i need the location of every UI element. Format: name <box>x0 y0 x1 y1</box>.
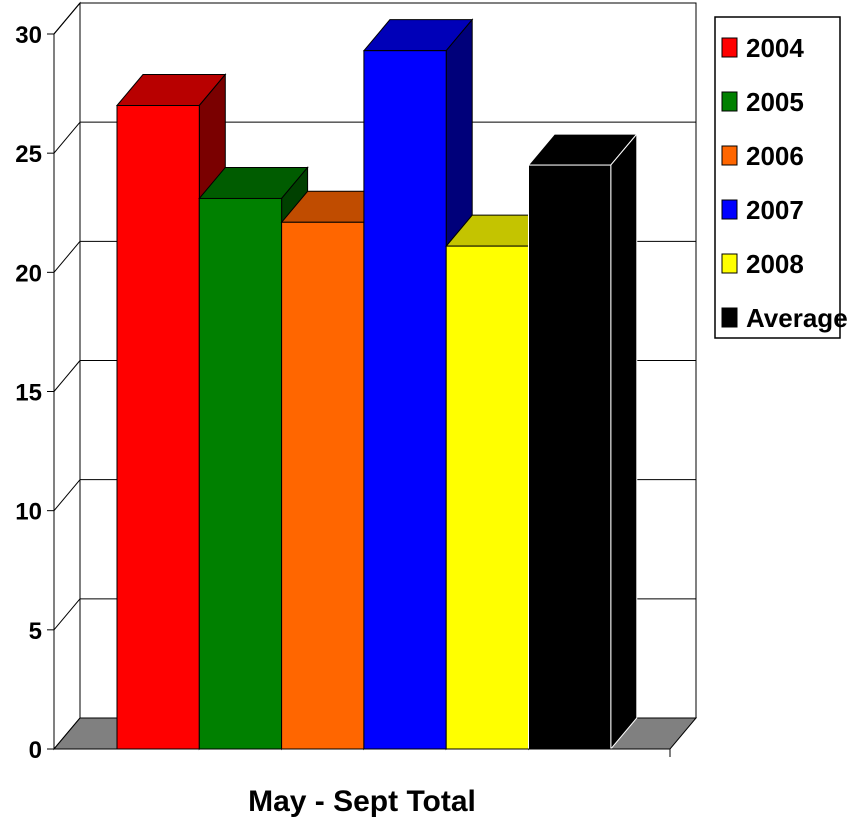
x-axis-category-label: May - Sept Total <box>248 785 476 818</box>
gridline-side <box>53 121 81 154</box>
y-tick-label: 10 <box>15 499 42 526</box>
legend-swatch-2007 <box>721 199 738 220</box>
legend-swatch-2006 <box>721 145 738 166</box>
bar-average <box>527 132 638 751</box>
bar-front-face <box>198 197 283 750</box>
bar-front-face <box>363 50 447 750</box>
bar-front-face <box>445 245 530 750</box>
gridline-side <box>53 479 81 511</box>
bar-front-face <box>528 164 612 750</box>
y-tick-label: 5 <box>29 618 42 645</box>
y-axis: 0 5 10 15 20 25 30 <box>15 22 671 764</box>
gridline-side <box>53 2 81 35</box>
y-tick-label: 20 <box>15 260 42 287</box>
y-tick-label: 25 <box>15 141 42 168</box>
legend-swatch-2008 <box>721 253 738 274</box>
y-tick-label: 15 <box>15 380 42 407</box>
legend: 2004 2005 2006 2007 2008 Average <box>714 16 848 339</box>
legend-label-2004: 2004 <box>746 33 804 63</box>
legend-label-2007: 2007 <box>746 195 804 225</box>
legend-label-2006: 2006 <box>746 141 804 171</box>
legend-swatch-2005 <box>721 91 738 112</box>
legend-swatch-average <box>721 307 738 328</box>
legend-swatch-2004 <box>721 37 738 58</box>
bar-front-face <box>116 105 200 750</box>
y-tick-label: 0 <box>29 737 42 764</box>
legend-label-average: Average <box>746 303 848 333</box>
bar-front-face <box>281 221 365 750</box>
gridline-side <box>53 598 81 631</box>
gridline-side <box>53 360 81 392</box>
gridline-side <box>53 241 81 273</box>
y-tick-label: 30 <box>15 22 42 49</box>
legend-label-2005: 2005 <box>746 87 804 117</box>
bars <box>115 18 638 751</box>
bar-side-face <box>610 132 638 751</box>
legend-label-2008: 2008 <box>746 249 804 279</box>
legend-box <box>714 16 841 339</box>
